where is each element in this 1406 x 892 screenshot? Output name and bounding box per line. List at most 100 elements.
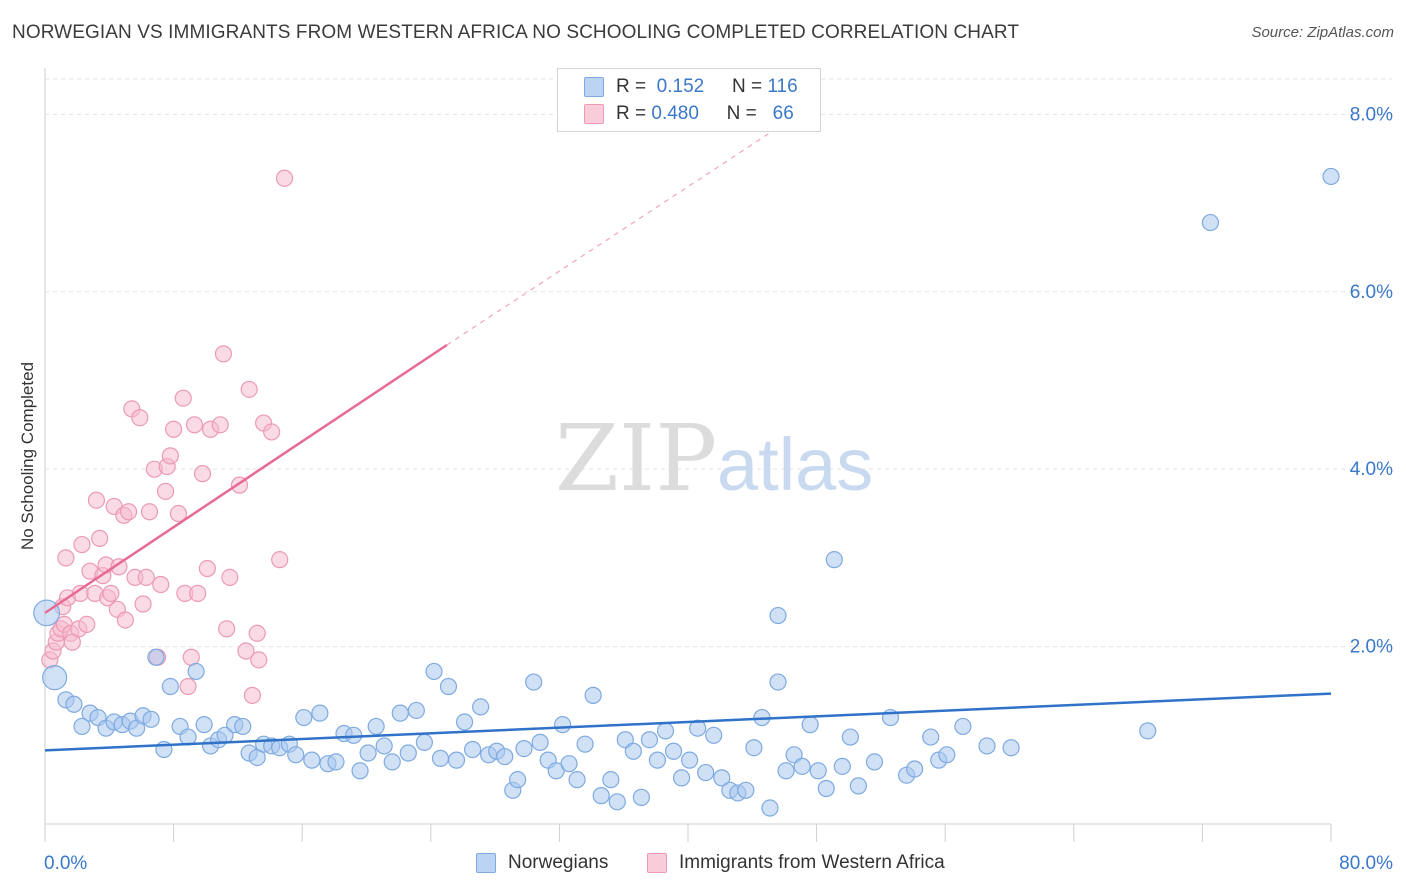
data-point-norwegians: [195, 716, 213, 734]
data-point-norwegians: [367, 717, 385, 736]
data-point-immigrants: [189, 584, 207, 602]
data-point-norwegians: [351, 762, 369, 780]
data-point-norwegians: [554, 716, 572, 734]
data-point-norwegians: [648, 751, 667, 769]
data-point-norwegians: [841, 728, 859, 746]
data-point-norwegians: [793, 757, 811, 775]
data-point-immigrants: [182, 648, 200, 666]
data-point-immigrants: [87, 491, 106, 509]
data-point-norwegians: [73, 717, 91, 736]
x-tick-label-min: 0.0%: [44, 853, 87, 874]
legend-n-label: N =: [731, 76, 763, 97]
legend-label-immigrants: Immigrants from Western Africa: [679, 852, 945, 873]
data-point-norwegians: [906, 760, 924, 778]
data-point-immigrants: [263, 423, 281, 441]
data-point-immigrants: [271, 551, 289, 569]
legend-swatch-blue: [476, 853, 496, 873]
data-point-norwegians: [777, 762, 795, 780]
data-point-immigrants: [243, 686, 261, 704]
data-point-norwegians: [1139, 722, 1157, 740]
data-point-norwegians: [375, 737, 393, 755]
legend-n-label: N =: [726, 103, 757, 124]
data-point-norwegians: [978, 737, 996, 755]
data-point-norwegians: [547, 762, 565, 780]
data-point-immigrants: [211, 416, 229, 434]
series-legend: Norwegians Immigrants from Western Afric…: [0, 852, 1406, 878]
data-point-immigrants: [221, 568, 239, 586]
data-point-norwegians: [656, 722, 675, 740]
data-point-norwegians: [496, 747, 514, 766]
source-label: Source: ZipAtlas.com: [1251, 24, 1394, 41]
data-point-immigrants: [237, 642, 255, 660]
data-point-norwegians: [697, 763, 715, 782]
legend-swatch-blue: [584, 77, 604, 97]
tick-labels: 2.0% 4.0% 6.0% 8.0% 0.0% 80.0%: [44, 104, 1393, 874]
data-point-immigrants: [137, 568, 155, 586]
data-point-norwegians: [147, 648, 165, 666]
legend-row-immigrants: R = 0.480 N = 66: [584, 102, 794, 126]
data-point-immigrants: [57, 549, 75, 567]
x-tick-label-max: 80.0%: [1339, 853, 1393, 874]
data-point-immigrants: [131, 409, 149, 427]
data-point-immigrants: [250, 651, 268, 669]
data-point-norwegians: [664, 742, 683, 760]
data-point-norwegians: [407, 701, 425, 720]
trend-lines: [44, 133, 1332, 752]
chart-title: NORWEGIAN VS IMMIGRANTS FROM WESTERN AFR…: [12, 22, 1020, 43]
trendline-immigrants: [44, 343, 448, 614]
data-point-immigrants: [185, 416, 204, 434]
data-point-norwegians: [769, 606, 787, 625]
data-point-immigrants: [165, 420, 183, 438]
data-point-immigrants: [169, 504, 188, 523]
data-point-norwegians: [531, 733, 549, 751]
data-point-immigrants: [91, 529, 109, 547]
data-point-norwegians: [327, 753, 345, 771]
y-tick-label: 6.0%: [1350, 282, 1393, 303]
data-point-norwegians: [1201, 213, 1220, 232]
norwegians-points: [33, 167, 1340, 817]
data-point-norwegians: [463, 740, 482, 759]
data-point-norwegians: [737, 781, 755, 799]
legend-row-norwegians: R = 0.152 N = 116: [584, 75, 798, 99]
data-point-norwegians: [415, 733, 433, 751]
data-point-norwegians: [234, 717, 252, 736]
data-point-norwegians: [922, 728, 940, 746]
legend-item-immigrants: Immigrants from Western Africa: [647, 852, 945, 874]
watermark-zip: ZIP: [555, 405, 717, 512]
data-point-norwegians: [801, 716, 819, 734]
data-point-norwegians: [187, 662, 205, 681]
data-point-immigrants: [248, 624, 266, 642]
data-point-norwegians: [608, 793, 626, 811]
data-point-norwegians: [689, 719, 707, 737]
data-point-norwegians: [383, 753, 401, 771]
data-point-norwegians: [560, 755, 578, 773]
legend-r-value: 0.152: [656, 76, 705, 97]
data-point-immigrants: [156, 482, 175, 500]
data-point-norwegians: [431, 749, 450, 767]
data-point-norwegians: [287, 746, 305, 764]
data-point-norwegians: [713, 769, 731, 787]
legend-r-label: R =: [616, 76, 647, 97]
data-point-norwegians: [672, 769, 691, 787]
data-point-norwegians: [954, 717, 972, 736]
data-point-norwegians: [295, 708, 313, 727]
data-point-immigrants: [110, 558, 128, 576]
data-point-immigrants: [240, 380, 258, 398]
data-point-norwegians: [825, 551, 843, 569]
data-point-norwegians: [472, 698, 490, 716]
data-point-norwegians: [705, 726, 723, 744]
legend-n-value: 116: [767, 76, 798, 97]
data-point-norwegians: [161, 677, 179, 696]
immigrants-western-africa-points: [41, 169, 294, 704]
data-point-norwegians: [439, 677, 458, 696]
data-point-norwegians: [391, 704, 409, 722]
data-point-norwegians: [592, 787, 610, 805]
data-point-immigrants: [174, 389, 192, 407]
data-point-norwegians: [303, 751, 321, 769]
data-point-norwegians: [769, 673, 787, 691]
data-point-immigrants: [116, 611, 134, 629]
trendline-immigrants-extrapolated: [446, 133, 769, 346]
data-point-norwegians: [399, 744, 417, 762]
data-point-norwegians: [525, 673, 543, 691]
